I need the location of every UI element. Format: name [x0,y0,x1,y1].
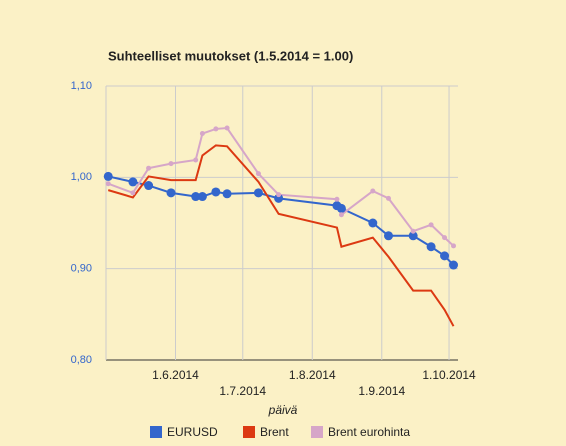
data-point [442,235,448,241]
data-point [103,171,113,181]
series-line [107,144,455,327]
data-point [168,161,174,167]
x-tick-label: 1.6.2014 [152,368,199,382]
data-point [224,125,230,131]
legend-swatch [150,426,162,438]
x-axis-label: päivä [268,403,298,417]
data-point [410,228,416,234]
data-point [383,231,393,241]
data-point [222,189,232,199]
data-point [255,171,261,177]
data-point [146,165,152,171]
data-point [440,251,450,261]
data-point [166,188,176,198]
data-point [368,218,378,228]
data-point [130,190,136,196]
y-tick-label: 0,90 [71,263,92,275]
data-point [334,196,340,202]
data-point [426,242,436,252]
data-point [338,212,344,218]
x-tick-label: 1.8.2014 [289,368,336,382]
data-point [105,181,111,187]
data-point [449,260,459,270]
y-tick-label: 1,00 [71,171,92,183]
series-line [107,126,455,247]
data-point [370,188,376,194]
data-point [428,222,434,228]
legend-swatch [311,426,323,438]
legend-label: Brent eurohinta [328,425,410,439]
data-point [191,192,201,202]
data-point [253,188,263,198]
x-tick-label: 1.9.2014 [358,384,405,398]
chart-title: Suhteelliset muutokset (1.5.2014 = 1.00) [108,48,353,63]
data-point [276,192,282,198]
data-point [197,192,207,202]
legend-swatch [243,426,255,438]
data-point [336,203,346,213]
legend-label: EURUSD [167,425,218,439]
data-point [193,157,199,163]
data-point [128,177,138,187]
data-point [213,126,219,132]
data-point [274,193,284,203]
data-point [144,181,154,191]
x-tick-label: 1.10.2014 [422,368,476,382]
data-point [451,243,457,249]
y-tick-label: 0,80 [71,354,92,366]
y-tick-label: 1,10 [71,80,92,92]
data-point [211,187,221,197]
data-point [408,231,418,241]
legend-label: Brent [260,425,289,439]
x-tick-label: 1.7.2014 [219,384,266,398]
data-point [199,130,205,136]
data-point [385,195,391,201]
